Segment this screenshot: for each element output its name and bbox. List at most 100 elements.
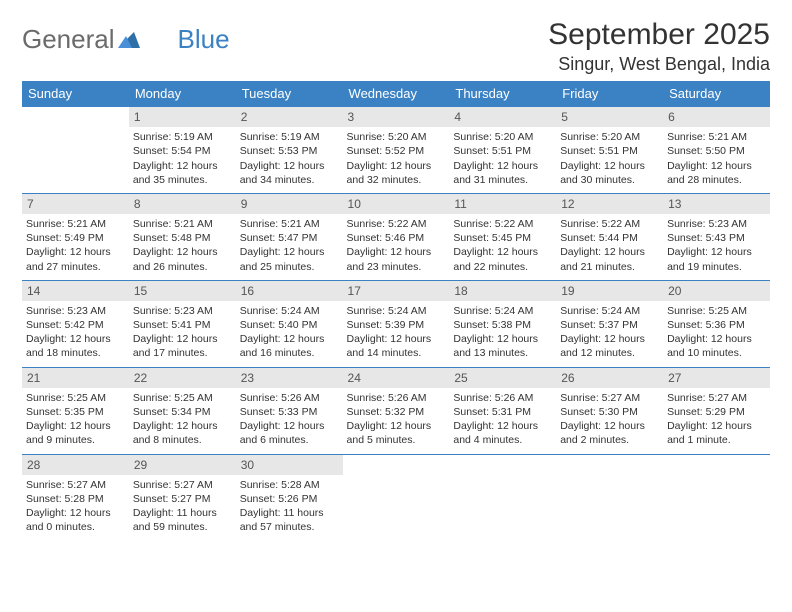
day-info-line: Sunset: 5:43 PM — [667, 231, 766, 245]
day-info-line: Sunrise: 5:26 AM — [240, 391, 339, 405]
day-info-line: Daylight: 12 hours — [240, 419, 339, 433]
day-number: 7 — [22, 194, 129, 214]
day-number: 17 — [343, 281, 450, 301]
calendar-day-cell: 21Sunrise: 5:25 AMSunset: 5:35 PMDayligh… — [22, 367, 129, 454]
day-number: 28 — [22, 455, 129, 475]
day-info-line: Sunrise: 5:24 AM — [560, 304, 659, 318]
calendar-day-cell — [663, 454, 770, 540]
calendar-day-cell: 8 Sunrise: 5:21 AMSunset: 5:48 PMDaylight… — [129, 193, 236, 280]
calendar-day-cell: 5Sunrise: 5:20 AMSunset: 5:51 PMDaylight… — [556, 107, 663, 194]
day-info-line: Sunset: 5:49 PM — [26, 231, 125, 245]
day-info-line: and 26 minutes. — [133, 260, 232, 274]
day-number: 21 — [22, 368, 129, 388]
day-info-line: Sunrise: 5:19 AM — [240, 130, 339, 144]
calendar-day-cell: 25Sunrise: 5:26 AMSunset: 5:31 PMDayligh… — [449, 367, 556, 454]
calendar-day-cell: 18Sunrise: 5:24 AMSunset: 5:38 PMDayligh… — [449, 280, 556, 367]
day-number: 18 — [449, 281, 556, 301]
day-info-line: and 13 minutes. — [453, 346, 552, 360]
day-number: 1 — [129, 107, 236, 127]
calendar-day-cell: 6Sunrise: 5:21 AMSunset: 5:50 PMDaylight… — [663, 107, 770, 194]
day-number: 10 — [343, 194, 450, 214]
dow-friday: Friday — [556, 81, 663, 107]
day-info-line: Daylight: 12 hours — [240, 245, 339, 259]
day-info-line: Daylight: 12 hours — [240, 332, 339, 346]
day-info-line: Sunset: 5:41 PM — [133, 318, 232, 332]
day-info-line: Sunset: 5:34 PM — [133, 405, 232, 419]
dow-sunday: Sunday — [22, 81, 129, 107]
day-info-line: and 57 minutes. — [240, 520, 339, 534]
day-info-line: Sunrise: 5:27 AM — [133, 478, 232, 492]
dow-monday: Monday — [129, 81, 236, 107]
day-number: 20 — [663, 281, 770, 301]
day-number: 14 — [22, 281, 129, 301]
day-info-line: Sunrise: 5:20 AM — [347, 130, 446, 144]
day-info-line: Sunrise: 5:20 AM — [560, 130, 659, 144]
day-info-line: Sunrise: 5:23 AM — [667, 217, 766, 231]
day-number: 30 — [236, 455, 343, 475]
day-number: 8 — [129, 194, 236, 214]
day-info-line: and 1 minute. — [667, 433, 766, 447]
day-number: 29 — [129, 455, 236, 475]
calendar-day-cell: 28Sunrise: 5:27 AMSunset: 5:28 PMDayligh… — [22, 454, 129, 540]
day-info-line: Daylight: 12 hours — [133, 332, 232, 346]
day-info-line: and 59 minutes. — [133, 520, 232, 534]
calendar-day-cell: 16Sunrise: 5:24 AMSunset: 5:40 PMDayligh… — [236, 280, 343, 367]
day-info-line: Sunset: 5:53 PM — [240, 144, 339, 158]
day-info-line: Daylight: 12 hours — [240, 159, 339, 173]
day-info-line: and 19 minutes. — [667, 260, 766, 274]
calendar-week-row: 1Sunrise: 5:19 AMSunset: 5:54 PMDaylight… — [22, 107, 770, 194]
day-info-line: Sunset: 5:33 PM — [240, 405, 339, 419]
calendar-day-cell: 29Sunrise: 5:27 AMSunset: 5:27 PMDayligh… — [129, 454, 236, 540]
day-info-line: Sunrise: 5:23 AM — [133, 304, 232, 318]
day-info-line: Sunrise: 5:24 AM — [240, 304, 339, 318]
calendar-day-cell: 10Sunrise: 5:22 AMSunset: 5:46 PMDayligh… — [343, 193, 450, 280]
day-number: 27 — [663, 368, 770, 388]
day-info-line: Sunrise: 5:24 AM — [453, 304, 552, 318]
day-info-line: Sunrise: 5:27 AM — [667, 391, 766, 405]
day-info-line: and 34 minutes. — [240, 173, 339, 187]
day-info-line: Daylight: 12 hours — [667, 159, 766, 173]
day-info-line: Sunrise: 5:22 AM — [347, 217, 446, 231]
day-info-line: Sunset: 5:52 PM — [347, 144, 446, 158]
day-info-line: Daylight: 12 hours — [453, 245, 552, 259]
day-info-line: Sunset: 5:32 PM — [347, 405, 446, 419]
day-info-line: Daylight: 12 hours — [667, 419, 766, 433]
day-info-line: Sunset: 5:30 PM — [560, 405, 659, 419]
calendar-week-row: 28Sunrise: 5:27 AMSunset: 5:28 PMDayligh… — [22, 454, 770, 540]
calendar-day-cell: 9Sunrise: 5:21 AMSunset: 5:47 PMDaylight… — [236, 193, 343, 280]
calendar-day-cell: 2Sunrise: 5:19 AMSunset: 5:53 PMDaylight… — [236, 107, 343, 194]
day-info-line: and 32 minutes. — [347, 173, 446, 187]
day-number: 13 — [663, 194, 770, 214]
day-info-line: Sunset: 5:38 PM — [453, 318, 552, 332]
calendar-day-cell: 27 Sunrise: 5:27 AMSunset: 5:29 PMDayligh… — [663, 367, 770, 454]
day-info-line: Sunset: 5:47 PM — [240, 231, 339, 245]
day-info-line: Daylight: 12 hours — [560, 159, 659, 173]
day-number: 3 — [343, 107, 450, 127]
day-info-line: Sunset: 5:27 PM — [133, 492, 232, 506]
day-info-line: and 25 minutes. — [240, 260, 339, 274]
calendar-day-cell — [556, 454, 663, 540]
calendar-day-cell: 13Sunrise: 5:23 AMSunset: 5:43 PMDayligh… — [663, 193, 770, 280]
day-info-line: Daylight: 12 hours — [133, 245, 232, 259]
day-info-line: Sunset: 5:31 PM — [453, 405, 552, 419]
day-info-line: Sunset: 5:50 PM — [667, 144, 766, 158]
day-info-line: Daylight: 12 hours — [26, 245, 125, 259]
day-info-line: and 14 minutes. — [347, 346, 446, 360]
day-info-line: Daylight: 12 hours — [26, 332, 125, 346]
calendar-day-cell: 26Sunrise: 5:27 AMSunset: 5:30 PMDayligh… — [556, 367, 663, 454]
day-info-line: and 30 minutes. — [560, 173, 659, 187]
day-info-line: Sunset: 5:46 PM — [347, 231, 446, 245]
day-info-line: Sunset: 5:29 PM — [667, 405, 766, 419]
day-number: 22 — [129, 368, 236, 388]
day-info-line: Sunrise: 5:21 AM — [133, 217, 232, 231]
calendar-day-cell: 24Sunrise: 5:26 AMSunset: 5:32 PMDayligh… — [343, 367, 450, 454]
day-info-line: Sunset: 5:35 PM — [26, 405, 125, 419]
calendar-day-cell: 20Sunrise: 5:25 AMSunset: 5:36 PMDayligh… — [663, 280, 770, 367]
day-info-line: Daylight: 12 hours — [347, 419, 446, 433]
dow-tuesday: Tuesday — [236, 81, 343, 107]
calendar-table: Sunday Monday Tuesday Wednesday Thursday… — [22, 81, 770, 540]
day-info-line: and 17 minutes. — [133, 346, 232, 360]
day-number: 9 — [236, 194, 343, 214]
day-info-line: Sunset: 5:48 PM — [133, 231, 232, 245]
dow-saturday: Saturday — [663, 81, 770, 107]
